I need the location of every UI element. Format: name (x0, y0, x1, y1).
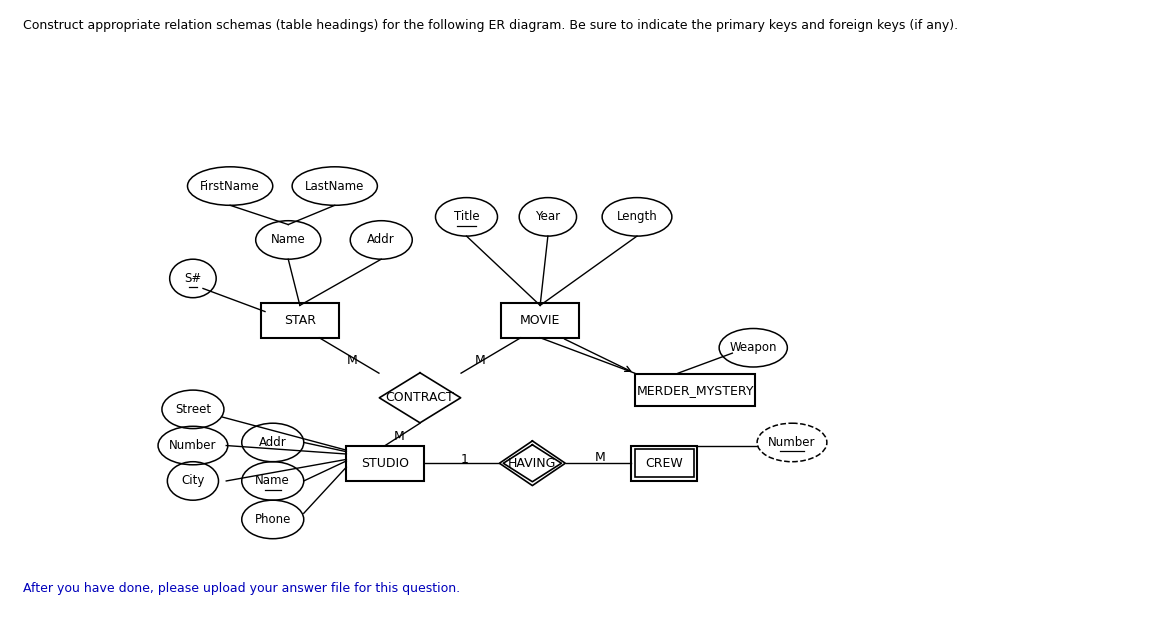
Text: HAVING: HAVING (508, 457, 556, 470)
Text: Year: Year (535, 210, 561, 223)
Text: 1: 1 (461, 453, 469, 466)
Text: Street: Street (175, 403, 211, 416)
Bar (502, 303, 578, 338)
Text: M: M (394, 430, 404, 443)
Text: Name: Name (255, 474, 290, 487)
Text: S#: S# (184, 272, 202, 285)
Text: STAR: STAR (284, 314, 316, 327)
Bar (261, 303, 338, 338)
Text: Phone: Phone (255, 513, 291, 526)
Text: MERDER_MYSTERY: MERDER_MYSTERY (636, 384, 753, 397)
Bar (632, 446, 697, 480)
Text: Title: Title (453, 210, 480, 223)
Text: M: M (596, 451, 606, 464)
Bar (635, 450, 693, 477)
Text: M: M (474, 355, 486, 367)
Text: MOVIE: MOVIE (520, 314, 560, 327)
Text: CREW: CREW (646, 457, 683, 470)
Text: Number: Number (169, 439, 217, 452)
Text: Addr: Addr (258, 436, 286, 449)
Text: Name: Name (271, 234, 306, 246)
Bar (635, 374, 756, 406)
Text: Addr: Addr (367, 234, 395, 246)
Bar (347, 446, 424, 480)
Text: After you have done, please upload your answer file for this question.: After you have done, please upload your … (23, 582, 460, 595)
Text: FirstName: FirstName (201, 180, 260, 193)
Text: Weapon: Weapon (729, 341, 777, 354)
Text: Construct appropriate relation schemas (table headings) for the following ER dia: Construct appropriate relation schemas (… (23, 19, 958, 32)
Text: Length: Length (617, 210, 657, 223)
Text: M: M (348, 355, 358, 367)
Text: Number: Number (768, 436, 816, 449)
Text: City: City (181, 474, 205, 487)
Text: CONTRACT: CONTRACT (386, 391, 454, 404)
Text: LastName: LastName (305, 180, 364, 193)
Text: STUDIO: STUDIO (362, 457, 409, 470)
